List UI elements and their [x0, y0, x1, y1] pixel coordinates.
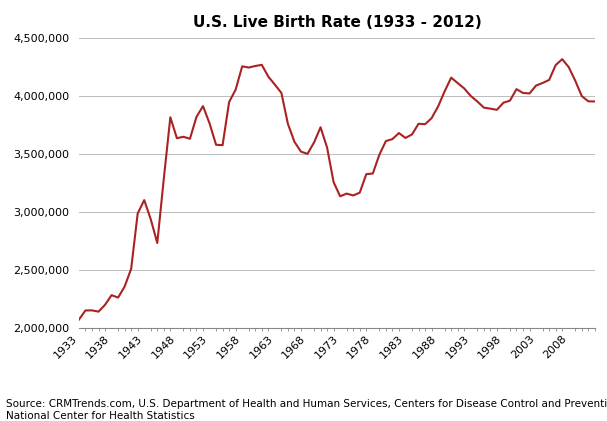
Text: Source: CRMTrends.com, U.S. Department of Health and Human Services, Centers for: Source: CRMTrends.com, U.S. Department o… [6, 400, 607, 421]
Title: U.S. Live Birth Rate (1933 - 2012): U.S. Live Birth Rate (1933 - 2012) [192, 15, 481, 30]
